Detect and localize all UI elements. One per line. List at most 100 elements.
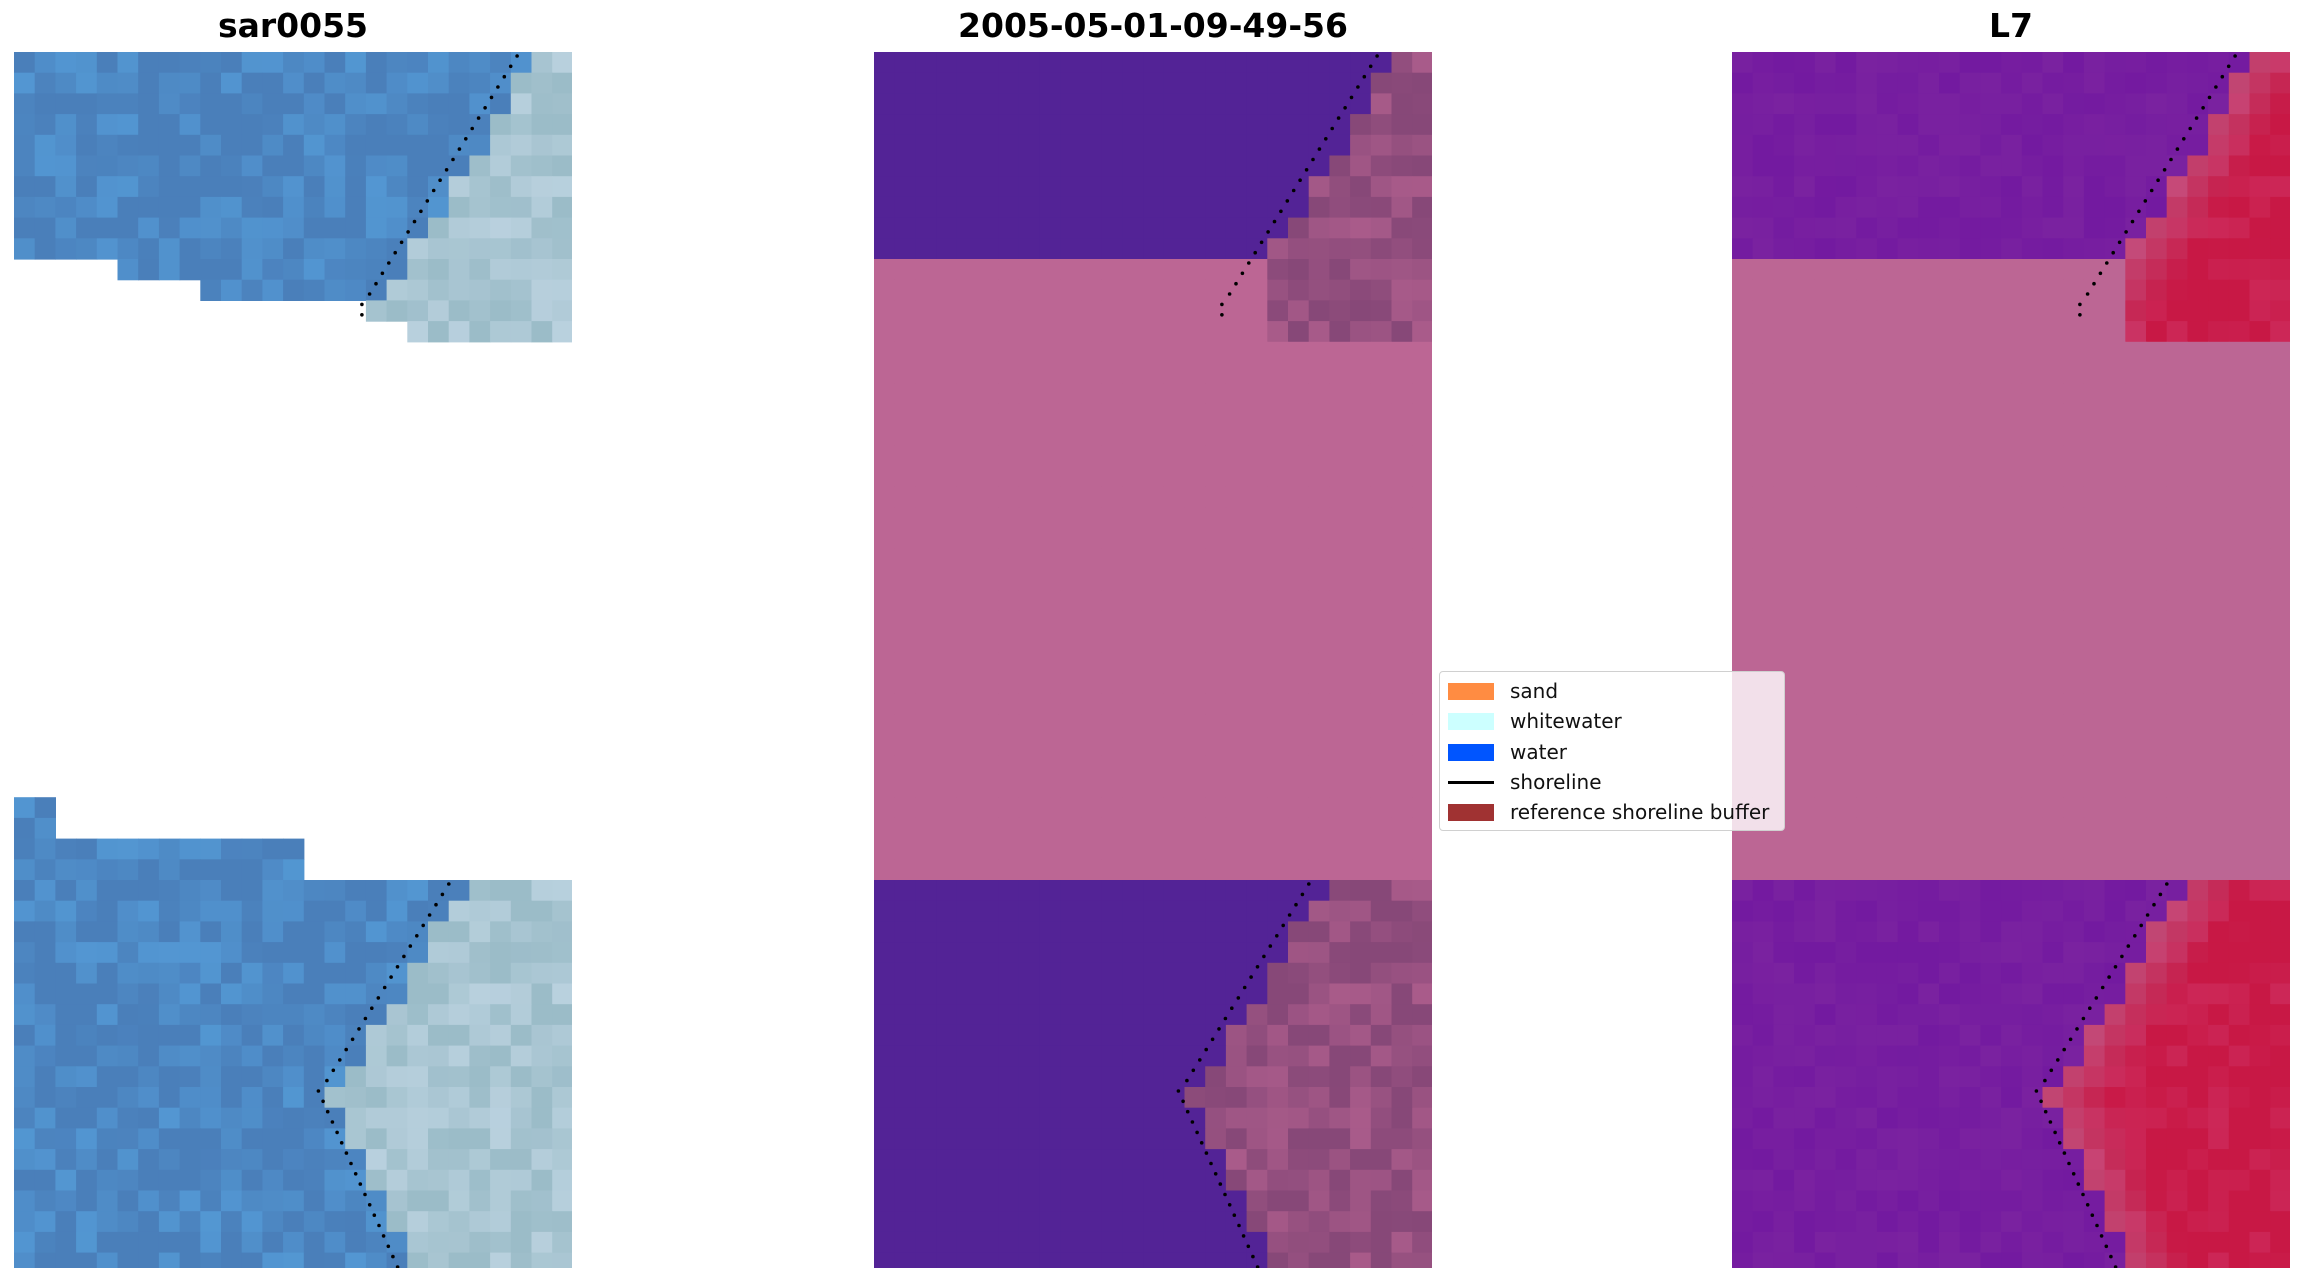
raster-cell xyxy=(14,817,36,840)
raster-cell xyxy=(1308,1024,1330,1047)
raster-cell xyxy=(1122,714,1144,736)
raster-cell xyxy=(874,403,896,426)
raster-cell xyxy=(2021,838,2044,860)
raster-cell xyxy=(510,93,533,115)
raster-cell xyxy=(1122,1211,1144,1233)
raster-cell xyxy=(1101,880,1123,902)
raster-cell xyxy=(1773,279,1795,301)
raster-cell xyxy=(2104,155,2126,177)
raster-cell xyxy=(2146,921,2168,943)
raster-cell xyxy=(1308,300,1330,322)
raster-cell xyxy=(2228,1045,2251,1067)
raster-cell xyxy=(552,1190,572,1212)
raster-cell xyxy=(2104,735,2126,757)
raster-cell xyxy=(2021,880,2044,902)
raster-cell xyxy=(1246,217,1268,239)
raster-cell xyxy=(1122,838,1144,860)
raster-cell xyxy=(2187,300,2209,322)
raster-cell xyxy=(1794,93,1816,115)
raster-cell xyxy=(1184,880,1206,902)
raster-cell xyxy=(1060,838,1082,860)
raster-cell xyxy=(96,52,119,74)
raster-cell xyxy=(2063,1024,2085,1047)
raster-cell xyxy=(2063,590,2085,612)
raster-cell xyxy=(2146,859,2168,881)
raster-cell xyxy=(1225,1004,1248,1026)
raster-cell xyxy=(1918,403,1940,426)
raster-cell xyxy=(2166,1004,2188,1026)
raster-cell xyxy=(1267,300,1289,322)
raster-cell xyxy=(1835,1107,1857,1129)
raster-cell xyxy=(874,155,896,177)
raster-cell xyxy=(1122,1169,1144,1192)
raster-cell xyxy=(2208,1107,2230,1129)
raster-cell xyxy=(2001,880,2023,902)
raster-cell xyxy=(2063,1190,2085,1212)
raster-cell xyxy=(1267,1169,1289,1192)
raster-cell xyxy=(2083,279,2106,301)
raster-cell xyxy=(1329,652,1351,674)
raster-cell xyxy=(2249,466,2271,488)
raster-cell xyxy=(448,962,470,985)
raster-cell xyxy=(1370,610,1393,633)
raster-cell xyxy=(2270,52,2290,74)
raster-cell xyxy=(2228,1066,2251,1088)
raster-cell xyxy=(221,1169,243,1192)
raster-cell xyxy=(956,1066,979,1088)
raster-cell xyxy=(345,134,367,157)
raster-cell xyxy=(117,1107,139,1129)
raster-cell xyxy=(200,259,222,281)
raster-cell xyxy=(1122,631,1144,653)
raster-cell xyxy=(874,900,896,922)
raster-cell xyxy=(2042,1169,2064,1192)
raster-cell xyxy=(1329,93,1351,115)
raster-cell xyxy=(1039,217,1061,239)
raster-cell xyxy=(1143,424,1165,446)
raster-cell xyxy=(1018,445,1041,467)
raster-cell xyxy=(1267,114,1289,136)
raster-cell xyxy=(407,962,429,985)
raster-cell xyxy=(2063,673,2085,695)
raster-cell xyxy=(179,1190,201,1212)
shoreline-point xyxy=(376,996,381,1000)
raster-cell xyxy=(1350,341,1372,364)
raster-cell xyxy=(1980,466,2002,488)
raster-cell xyxy=(510,1169,533,1192)
raster-cell xyxy=(1835,859,1857,881)
raster-cell xyxy=(894,279,916,301)
raster-cell xyxy=(2166,176,2188,198)
raster-cell xyxy=(1391,569,1413,591)
raster-cell xyxy=(76,196,98,219)
raster-cell xyxy=(14,921,36,943)
raster-cell xyxy=(1835,673,1857,695)
raster-cell xyxy=(386,217,408,239)
raster-cell xyxy=(1039,1169,1061,1192)
raster-cell xyxy=(1039,424,1061,446)
raster-cell xyxy=(2249,569,2271,591)
raster-cell xyxy=(510,217,533,239)
raster-cell xyxy=(1267,445,1289,467)
raster-cell xyxy=(14,838,36,860)
raster-cell xyxy=(956,569,979,591)
raster-cell xyxy=(1184,383,1206,405)
raster-cell xyxy=(1412,714,1432,736)
shoreline-point xyxy=(1242,985,1247,990)
raster-cell xyxy=(1412,900,1432,922)
raster-cell xyxy=(1391,548,1413,571)
raster-cell xyxy=(1101,548,1123,571)
raster-cell xyxy=(2001,921,2023,943)
raster-cell xyxy=(1350,900,1372,922)
raster-cell xyxy=(2208,341,2230,364)
raster-cell xyxy=(34,238,56,260)
raster-cell xyxy=(2166,673,2188,695)
raster-cell xyxy=(1350,403,1372,426)
raster-cell xyxy=(448,1169,470,1192)
raster-cell xyxy=(1732,383,1754,405)
raster-cell xyxy=(428,1087,450,1109)
raster-cell xyxy=(1225,1211,1248,1233)
raster-cell xyxy=(2146,528,2168,550)
raster-cell xyxy=(2063,817,2085,840)
raster-cell xyxy=(407,1066,429,1088)
raster-cell xyxy=(1060,962,1082,985)
raster-cell xyxy=(1939,755,1961,778)
